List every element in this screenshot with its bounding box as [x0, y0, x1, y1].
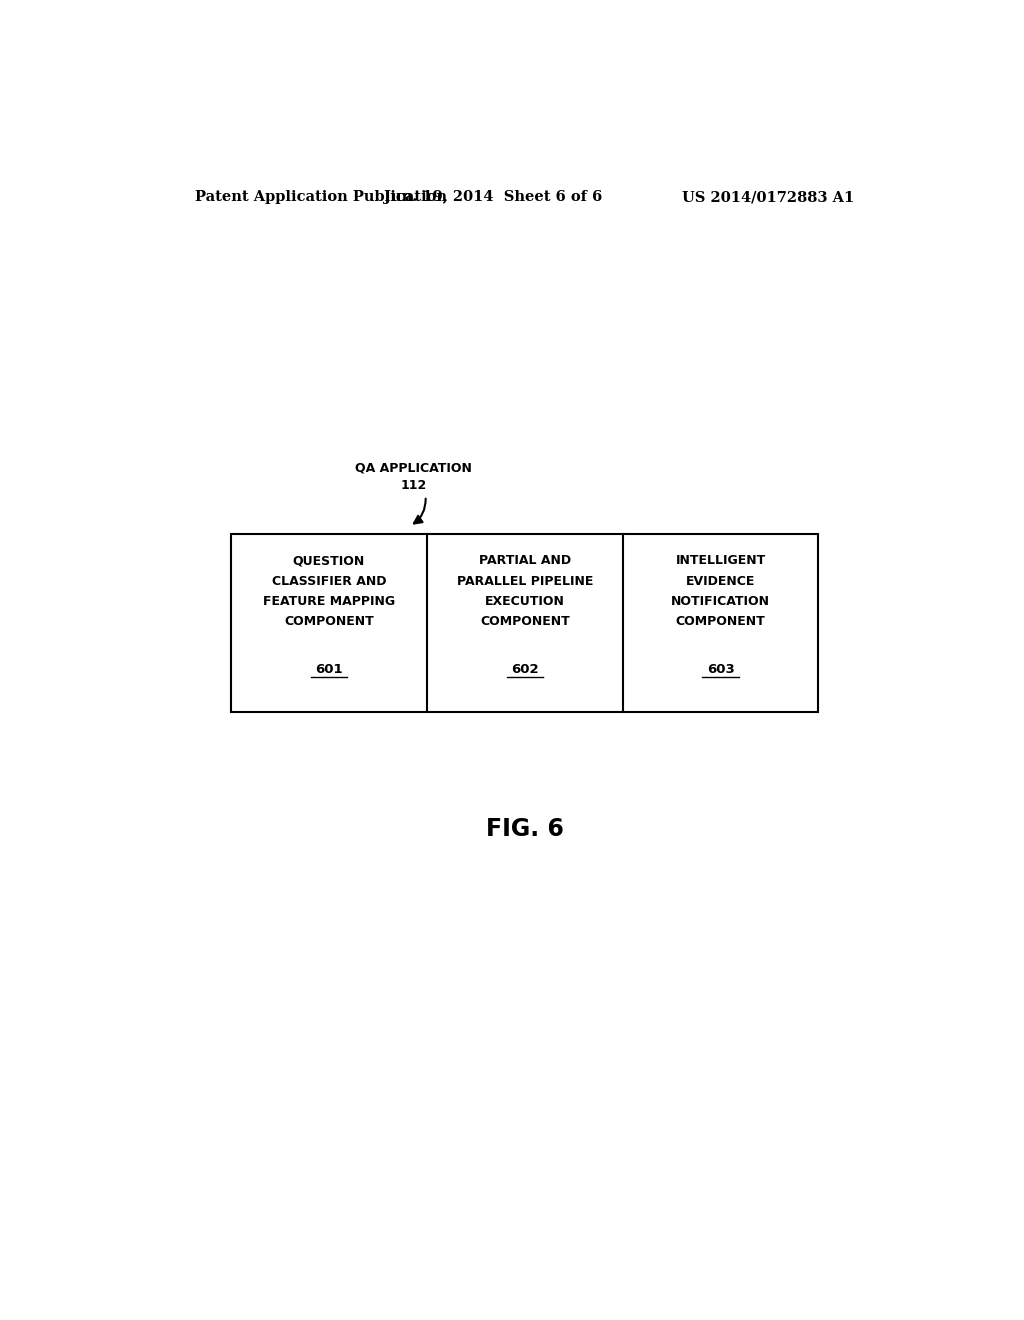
Text: COMPONENT: COMPONENT [676, 615, 766, 628]
Text: US 2014/0172883 A1: US 2014/0172883 A1 [682, 190, 854, 205]
Text: PARTIAL AND: PARTIAL AND [479, 554, 570, 568]
Text: CLASSIFIER AND: CLASSIFIER AND [271, 574, 386, 587]
Text: 601: 601 [315, 663, 343, 676]
Text: QA APPLICATION: QA APPLICATION [355, 462, 472, 475]
Text: FEATURE MAPPING: FEATURE MAPPING [263, 595, 395, 609]
Text: Jun. 19, 2014  Sheet 6 of 6: Jun. 19, 2014 Sheet 6 of 6 [384, 190, 602, 205]
Text: QUESTION: QUESTION [293, 554, 366, 568]
Text: INTELLIGENT: INTELLIGENT [676, 554, 766, 568]
Text: COMPONENT: COMPONENT [480, 615, 569, 628]
Text: 112: 112 [400, 479, 427, 492]
Text: EXECUTION: EXECUTION [484, 595, 565, 609]
Text: COMPONENT: COMPONENT [284, 615, 374, 628]
Bar [231, 535, 818, 713]
Text: NOTIFICATION: NOTIFICATION [671, 595, 770, 609]
Text: 602: 602 [511, 663, 539, 676]
Text: 603: 603 [707, 663, 734, 676]
Text: EVIDENCE: EVIDENCE [686, 574, 756, 587]
Text: PARALLEL PIPELINE: PARALLEL PIPELINE [457, 574, 593, 587]
Text: FIG. 6: FIG. 6 [485, 817, 564, 841]
Text: Patent Application Publication: Patent Application Publication [196, 190, 447, 205]
